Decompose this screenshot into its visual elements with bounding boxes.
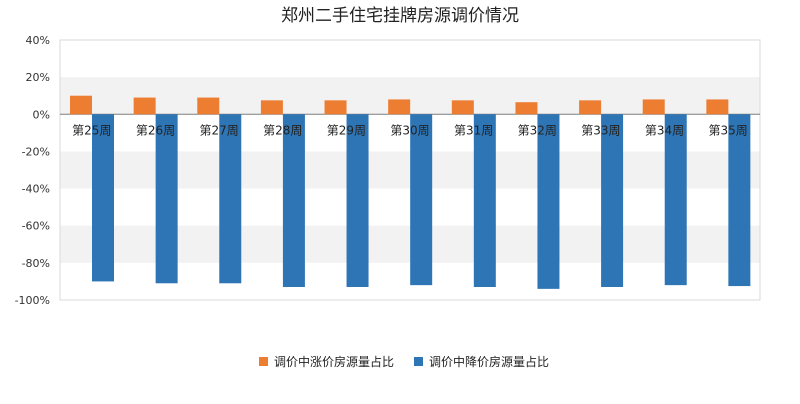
plot-frame: [59, 39, 761, 301]
x-tick-label: 第29周: [327, 123, 366, 137]
y-tick-label: -80%: [22, 257, 50, 270]
bar-rise-share: [388, 99, 411, 115]
y-axis: 40% 20% 0% -20% -40% -60% -80% -100%: [15, 34, 50, 307]
bar-rise-share: [579, 100, 602, 115]
x-tick-label: 第31周: [454, 123, 493, 137]
y-tick-label: -60%: [22, 220, 50, 233]
bar-rise-share: [515, 102, 538, 115]
y-tick-label: -40%: [22, 183, 50, 196]
legend: 调价中涨价房源量占比 调价中降价房源量占比: [259, 354, 549, 369]
bars: [70, 95, 751, 289]
x-tick-label: 第27周: [199, 123, 238, 137]
y-tick-label: -100%: [15, 294, 50, 307]
y-tick-label: 0%: [33, 108, 50, 121]
bar-fall-share: [282, 114, 305, 288]
bar-rise-share: [133, 97, 156, 115]
bar-fall-share: [92, 114, 114, 282]
x-tick-label: 第25周: [72, 123, 111, 137]
x-tick-label: 第30周: [390, 123, 429, 137]
bar-fall-share: [601, 114, 624, 288]
x-tick-label: 第35周: [709, 123, 748, 137]
bar-rise-share: [451, 100, 474, 115]
x-tick-label: 第26周: [136, 123, 175, 137]
y-tick-label: 20%: [26, 71, 50, 84]
bar-rise-share: [706, 99, 729, 115]
legend-swatch: [259, 357, 268, 366]
y-tick-label: -20%: [22, 145, 50, 158]
x-axis-labels: 第25周 第26周 第27周 第28周 第29周 第30周 第31周 第32周 第33周 第34周…: [72, 123, 748, 137]
bar-fall-share: [410, 114, 433, 286]
bar-fall-share: [346, 114, 369, 288]
legend-label: 调价中降价房源量占比: [429, 354, 549, 369]
x-tick-label: 第33周: [581, 123, 620, 137]
bar-fall-share: [728, 114, 751, 287]
bar-fall-share: [664, 114, 687, 286]
x-tick-label: 第28周: [263, 123, 302, 137]
bar-rise-share: [70, 95, 92, 115]
legend-swatch: [414, 357, 423, 366]
legend-label: 调价中涨价房源量占比: [274, 354, 394, 369]
bar-rise-share: [642, 99, 665, 115]
bar-fall-share: [537, 114, 560, 289]
bar-rise-share: [324, 100, 347, 115]
y-tick-label: 40%: [26, 34, 50, 47]
chart-title: 郑州二手住宅挂牌房源调价情况: [281, 6, 519, 26]
bar-rise-share: [197, 97, 220, 115]
x-tick-label: 第34周: [645, 123, 684, 137]
plot-band: [60, 40, 760, 78]
bar-fall-share: [219, 114, 242, 284]
x-tick-label: 第32周: [518, 123, 557, 137]
bar-rise-share: [260, 100, 283, 115]
bar-fall-share: [155, 114, 178, 284]
bar-fall-share: [473, 114, 496, 288]
